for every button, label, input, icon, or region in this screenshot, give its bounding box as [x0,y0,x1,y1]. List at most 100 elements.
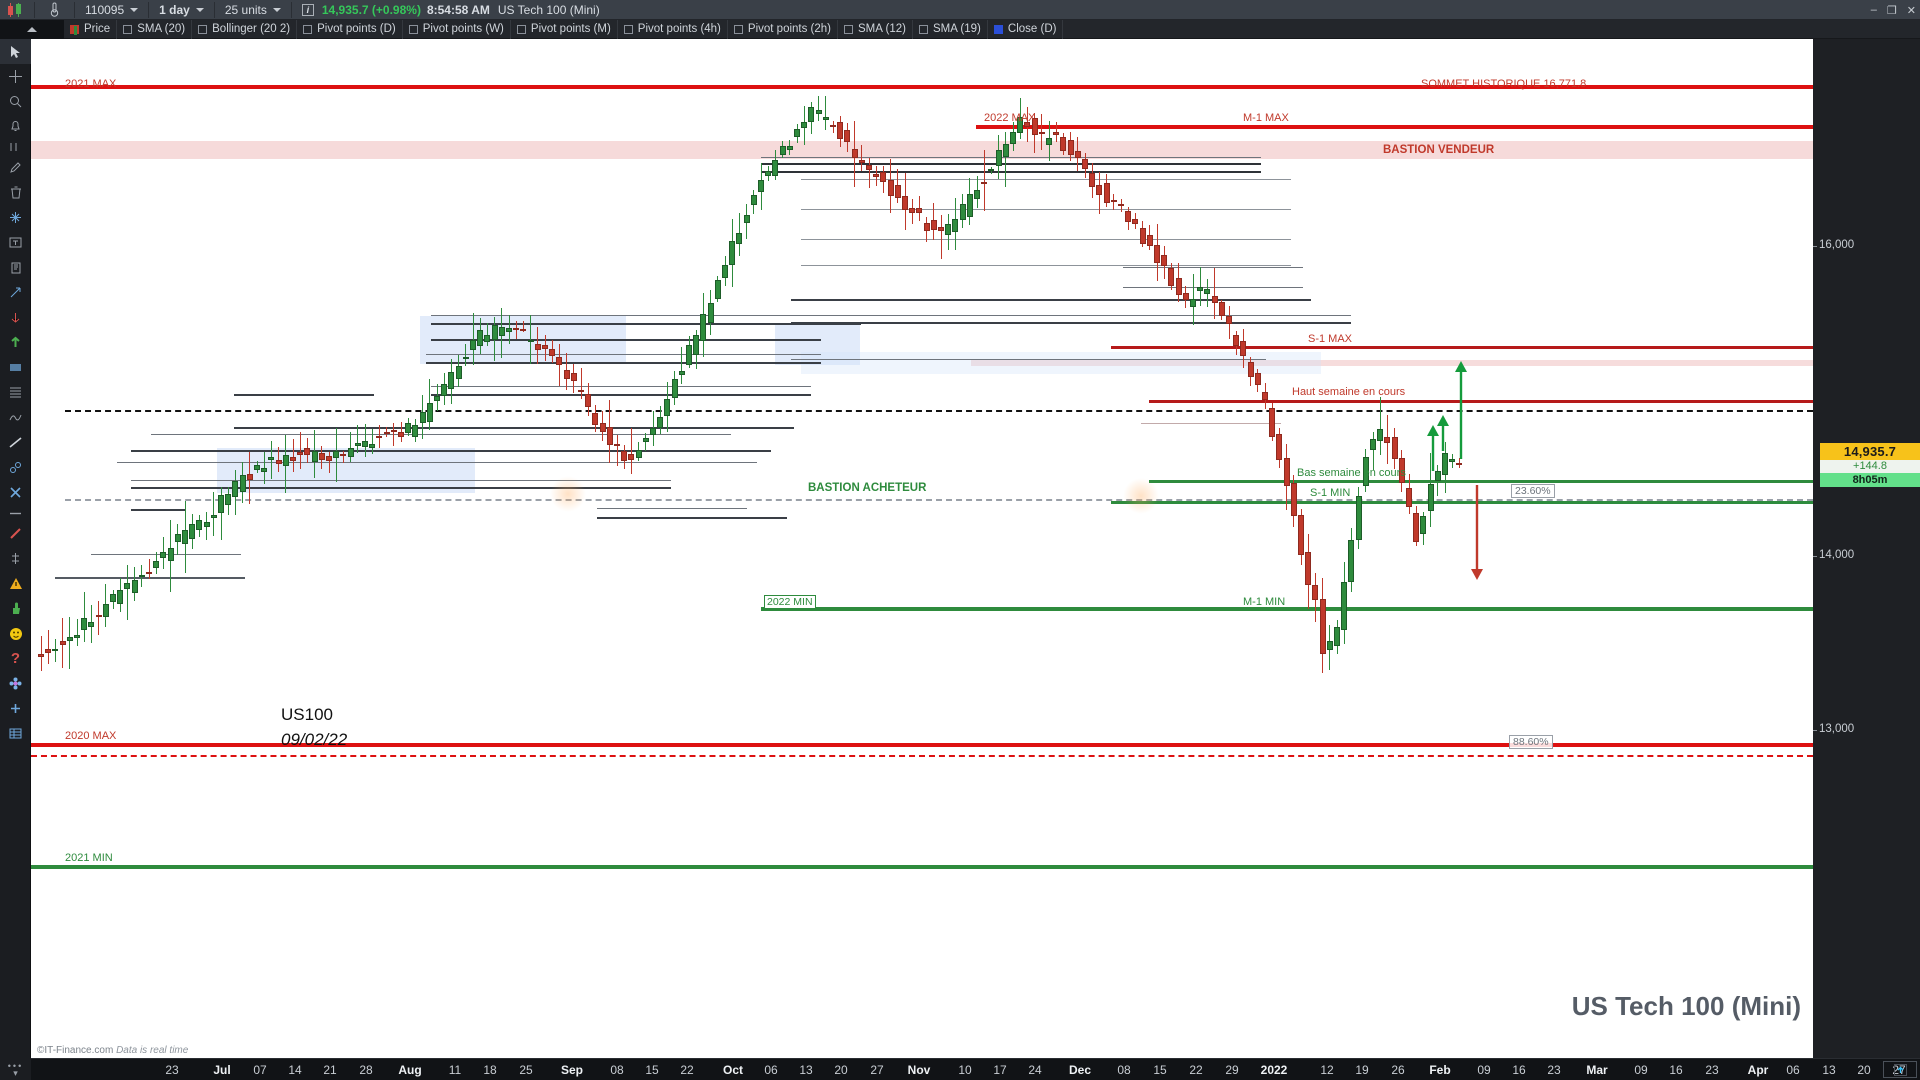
structure-line[interactable] [761,171,1261,173]
minimize-icon[interactable]: – [1870,4,1877,16]
level-label[interactable]: BASTION VENDEUR [1383,144,1495,156]
indicator-checkbox[interactable] [70,24,79,35]
structure-line[interactable] [431,323,861,325]
indicator-checkbox[interactable] [993,24,1003,34]
indicator-item-close-d[interactable]: Close (D) [988,19,1064,39]
text-icon[interactable] [0,230,31,255]
line-red-icon[interactable] [0,521,31,546]
indicator-item-pivot-points-4h[interactable]: Pivot points (4h) [618,19,728,39]
structure-line[interactable] [55,577,245,579]
level-label[interactable]: M-1 MAX [1243,112,1289,124]
level-label[interactable]: 2020 MAX [65,730,117,742]
close-icon[interactable]: ✕ [1906,4,1916,17]
indicator-checkbox[interactable] [408,24,418,34]
indicator-item-pivot-points-d[interactable]: Pivot points (D) [297,19,403,39]
cancel-icon[interactable] [0,480,31,505]
arrow-icon[interactable] [0,280,31,305]
indicator-item-pivot-points-2h[interactable]: Pivot points (2h) [728,19,839,39]
arrow-up-green-icon[interactable] [0,330,31,355]
price-level-line[interactable] [1111,500,1813,504]
level-label[interactable]: 2021 MAX [65,78,117,90]
structure-line[interactable] [431,315,861,316]
indicator-checkbox[interactable] [123,24,133,34]
chart-plot[interactable]: 2021 MAX SOMMET HISTORIQUE 16,771.8 2022 M… [31,39,1813,1058]
crosshair-icon[interactable] [0,64,31,89]
cursor-icon[interactable] [0,39,31,64]
table-icon[interactable] [0,721,31,746]
price-level-line[interactable] [1149,479,1813,483]
projection-arrow-down[interactable] [1469,483,1485,582]
level-label[interactable]: S-1 MAX [1308,333,1353,345]
maximize-icon[interactable]: ❐ [1886,4,1897,17]
bell-icon[interactable] [0,114,31,139]
link-icon[interactable] [0,455,31,480]
indicator-checkbox[interactable] [733,24,743,34]
level-label[interactable]: Bas semaine en cours [1297,467,1406,479]
chart-area[interactable]: 2021 MAX SOMMET HISTORIQUE 16,771.8 2022 M… [31,39,1920,1058]
anchor-red-icon[interactable] [0,305,31,330]
price-scale[interactable]: 16,000 14,000 13,000 14,935.7 +144.8 8h05m [1812,39,1920,1058]
indicator-item-sma-20[interactable]: SMA (20) [117,19,193,39]
structure-line[interactable] [597,517,787,519]
consolidation-box[interactable] [801,352,1321,374]
indicator-item-sma-12[interactable]: SMA (12) [838,19,913,39]
structure-line[interactable] [234,427,794,429]
structure-line[interactable] [801,265,1291,266]
vertical-line-icon[interactable] [0,139,31,155]
structure-line[interactable] [234,394,374,396]
candlestick-chart-icon[interactable] [7,2,25,17]
price-level-line[interactable] [1149,399,1813,403]
structure-line[interactable] [791,359,1266,360]
indicator-item-pivot-points-w[interactable]: Pivot points (W) [403,19,511,39]
structure-line[interactable] [131,480,671,481]
price-level-line[interactable] [761,607,1813,611]
units-selector[interactable]: 25 units [219,0,287,20]
projection-arrow-up[interactable] [1435,413,1451,453]
indicator-checkbox[interactable] [623,24,633,34]
measure-icon[interactable] [0,546,31,571]
structure-line[interactable] [761,157,1261,158]
structure-line[interactable] [801,239,1291,240]
structure-line[interactable] [431,339,821,341]
price-level-line[interactable] [31,141,1813,159]
structure-line[interactable] [431,394,811,396]
structure-line[interactable] [801,209,1291,210]
structure-line[interactable] [1141,423,1281,424]
clipboard-icon[interactable] [0,255,31,280]
timeframe-selector[interactable]: 1 day [153,0,210,20]
price-level-line[interactable] [31,743,1813,747]
question-icon[interactable]: ? [10,650,21,667]
indicator-checkbox[interactable] [844,24,854,34]
price-level-line[interactable] [65,410,1813,412]
plus-icon[interactable] [0,696,31,721]
level-label[interactable]: 2022 MAX [984,112,1036,124]
warning-icon[interactable] [0,571,31,596]
structure-line[interactable] [431,386,811,387]
indicator-item-bollinger-20-2[interactable]: Bollinger (20 2) [192,19,298,39]
price-level-line[interactable] [971,360,1813,366]
magnet-icon[interactable] [0,205,31,230]
rectangle-icon[interactable] [0,355,31,380]
indicator-checkbox[interactable] [918,24,928,34]
projection-arrow-up[interactable] [1453,359,1469,461]
level-label[interactable]: SOMMET HISTORIQUE 16,771.8 [1421,78,1587,90]
structure-line[interactable] [151,434,731,435]
level-label[interactable]: 2022 MIN [764,595,816,609]
price-level-line[interactable] [65,499,1813,501]
structure-line[interactable] [117,462,757,463]
level-label[interactable]: 2021 MIN [65,852,113,864]
level-label[interactable]: S-1 MIN [1310,487,1351,499]
pencil-icon[interactable] [0,155,31,180]
scroll-to-realtime-button[interactable] [1883,1061,1917,1078]
time-scale[interactable]: 23 Jul 07 14 21 28 Aug 11 18 25 Sep 08 15 22 Oct 06 13 20… [31,1058,1920,1080]
structure-line[interactable] [426,354,821,355]
projection-arrow-up[interactable] [1425,423,1441,473]
magnifier-icon[interactable] [0,89,31,114]
trash-icon[interactable] [0,180,31,205]
structure-line[interactable] [131,509,186,511]
flower-icon[interactable] [0,671,31,696]
indicator-checkbox[interactable] [198,24,208,34]
structure-line[interactable] [1123,267,1303,268]
structure-line[interactable] [1123,287,1303,288]
minus-icon[interactable] [0,505,31,521]
